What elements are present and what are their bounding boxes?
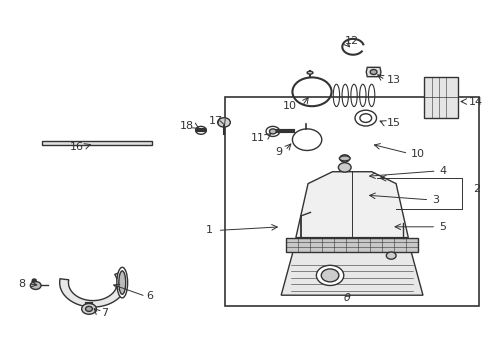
Circle shape [32, 279, 36, 282]
Polygon shape [285, 238, 417, 252]
Circle shape [339, 155, 349, 162]
Text: 10: 10 [410, 149, 424, 159]
Text: 11: 11 [250, 132, 264, 143]
Polygon shape [366, 67, 380, 77]
Text: 17: 17 [208, 116, 222, 126]
Polygon shape [281, 250, 422, 295]
FancyBboxPatch shape [224, 97, 478, 306]
Ellipse shape [119, 271, 125, 294]
Polygon shape [295, 172, 407, 238]
Text: 15: 15 [386, 118, 401, 128]
Text: 8: 8 [18, 279, 25, 289]
Text: 2: 2 [472, 184, 479, 194]
Circle shape [338, 163, 350, 172]
Text: 18: 18 [180, 121, 194, 131]
Text: $\theta$: $\theta$ [342, 291, 351, 303]
Circle shape [269, 129, 276, 134]
Text: 10: 10 [283, 101, 297, 111]
Polygon shape [41, 141, 151, 145]
Circle shape [386, 252, 395, 259]
Circle shape [85, 306, 92, 311]
Circle shape [369, 69, 376, 75]
Text: 5: 5 [438, 222, 445, 232]
Text: 13: 13 [386, 75, 401, 85]
Text: 6: 6 [146, 291, 153, 301]
Polygon shape [60, 271, 126, 307]
Circle shape [30, 282, 41, 289]
Text: 9: 9 [275, 147, 282, 157]
Circle shape [316, 265, 343, 285]
Text: 4: 4 [438, 166, 446, 176]
Text: 3: 3 [431, 195, 438, 205]
Text: 1: 1 [205, 225, 212, 235]
Ellipse shape [117, 267, 127, 298]
Text: 14: 14 [468, 96, 482, 107]
Text: 7: 7 [101, 308, 108, 318]
Polygon shape [424, 77, 457, 118]
Circle shape [81, 303, 96, 314]
Circle shape [321, 269, 338, 282]
Text: 12: 12 [344, 36, 358, 46]
Ellipse shape [339, 156, 349, 161]
Circle shape [217, 118, 230, 127]
Text: 16: 16 [70, 141, 84, 152]
Ellipse shape [306, 71, 312, 74]
